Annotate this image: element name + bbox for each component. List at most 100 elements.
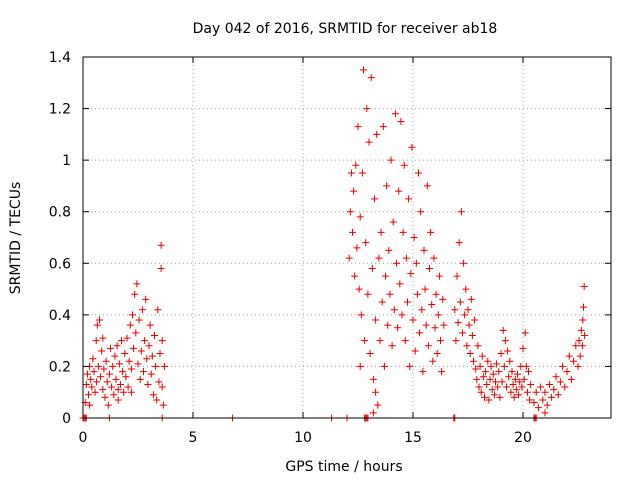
data-point — [138, 306, 146, 314]
data-point — [349, 228, 356, 236]
data-point — [490, 391, 498, 399]
data-points — [79, 66, 589, 422]
data-point — [354, 123, 362, 131]
data-point — [521, 329, 529, 337]
data-point — [486, 375, 494, 383]
data-point — [350, 187, 358, 195]
data-point — [395, 187, 403, 195]
data-point — [404, 298, 411, 306]
data-point — [101, 393, 109, 401]
data-point — [522, 362, 530, 370]
data-point — [417, 208, 425, 216]
data-point — [130, 344, 138, 352]
data-point — [541, 409, 549, 417]
data-point — [352, 161, 360, 169]
data-point — [430, 254, 438, 262]
data-point — [93, 321, 101, 329]
data-point — [418, 306, 426, 314]
data-point — [509, 380, 517, 388]
data-point — [158, 383, 166, 391]
data-point — [494, 383, 502, 391]
data-point — [554, 391, 562, 399]
data-point — [110, 391, 118, 399]
data-point — [401, 337, 409, 345]
data-point — [99, 386, 107, 394]
data-point — [153, 396, 161, 404]
data-point — [505, 373, 513, 381]
data-point — [121, 350, 129, 358]
data-point — [137, 347, 145, 355]
data-point — [144, 380, 152, 388]
data-point — [580, 282, 588, 290]
data-point — [572, 342, 580, 350]
data-point — [356, 362, 364, 370]
data-point — [398, 311, 406, 319]
data-point — [94, 362, 102, 370]
data-point — [374, 401, 382, 409]
data-point — [484, 357, 492, 365]
data-point — [147, 370, 155, 378]
data-point — [119, 368, 127, 376]
data-point — [346, 208, 354, 216]
data-point — [578, 342, 586, 350]
data-point — [142, 295, 150, 303]
data-point — [497, 350, 505, 358]
data-point — [369, 409, 377, 417]
data-point — [539, 396, 547, 404]
data-point — [113, 342, 121, 350]
data-point — [440, 321, 448, 329]
y-tick-label: 0.8 — [49, 205, 71, 221]
data-point — [520, 375, 528, 383]
data-point — [574, 362, 582, 370]
data-point — [575, 337, 583, 345]
data-point — [355, 285, 363, 293]
data-point — [380, 362, 388, 370]
data-point — [85, 391, 92, 399]
data-point — [367, 74, 375, 82]
data-point — [475, 383, 483, 391]
data-point — [111, 352, 119, 360]
data-point — [412, 259, 420, 267]
data-point — [372, 316, 380, 324]
data-point — [157, 264, 165, 272]
data-point — [462, 285, 470, 293]
data-point — [527, 380, 535, 388]
data-point — [97, 373, 105, 381]
y-tick-label: 1.2 — [49, 102, 71, 118]
plot-frame — [82, 56, 612, 419]
data-point — [550, 386, 558, 394]
data-point — [116, 380, 124, 388]
data-point — [373, 130, 381, 138]
data-point — [496, 393, 504, 401]
x-tick-label: 0 — [79, 430, 88, 446]
data-point — [151, 331, 158, 339]
data-point — [467, 295, 475, 303]
data-point — [123, 334, 131, 342]
data-point — [565, 352, 573, 360]
data-point — [108, 383, 116, 391]
data-point — [545, 380, 553, 388]
data-point — [525, 368, 532, 376]
data-point — [369, 375, 377, 383]
data-point — [389, 218, 397, 226]
data-point — [353, 244, 361, 252]
data-point — [88, 383, 96, 391]
data-point — [488, 386, 496, 394]
data-point — [361, 337, 369, 345]
data-point — [452, 337, 460, 345]
data-point — [393, 259, 400, 267]
data-point — [160, 362, 168, 370]
data-point — [399, 228, 407, 236]
data-point — [415, 169, 422, 177]
data-point — [390, 306, 398, 314]
data-point — [155, 378, 163, 386]
data-point — [489, 370, 497, 378]
data-point — [581, 331, 589, 339]
data-point — [482, 368, 490, 376]
data-point — [495, 368, 503, 376]
data-point — [512, 386, 520, 394]
data-point — [394, 324, 402, 332]
data-point — [382, 272, 389, 280]
data-point — [141, 337, 149, 345]
data-point — [501, 337, 509, 345]
